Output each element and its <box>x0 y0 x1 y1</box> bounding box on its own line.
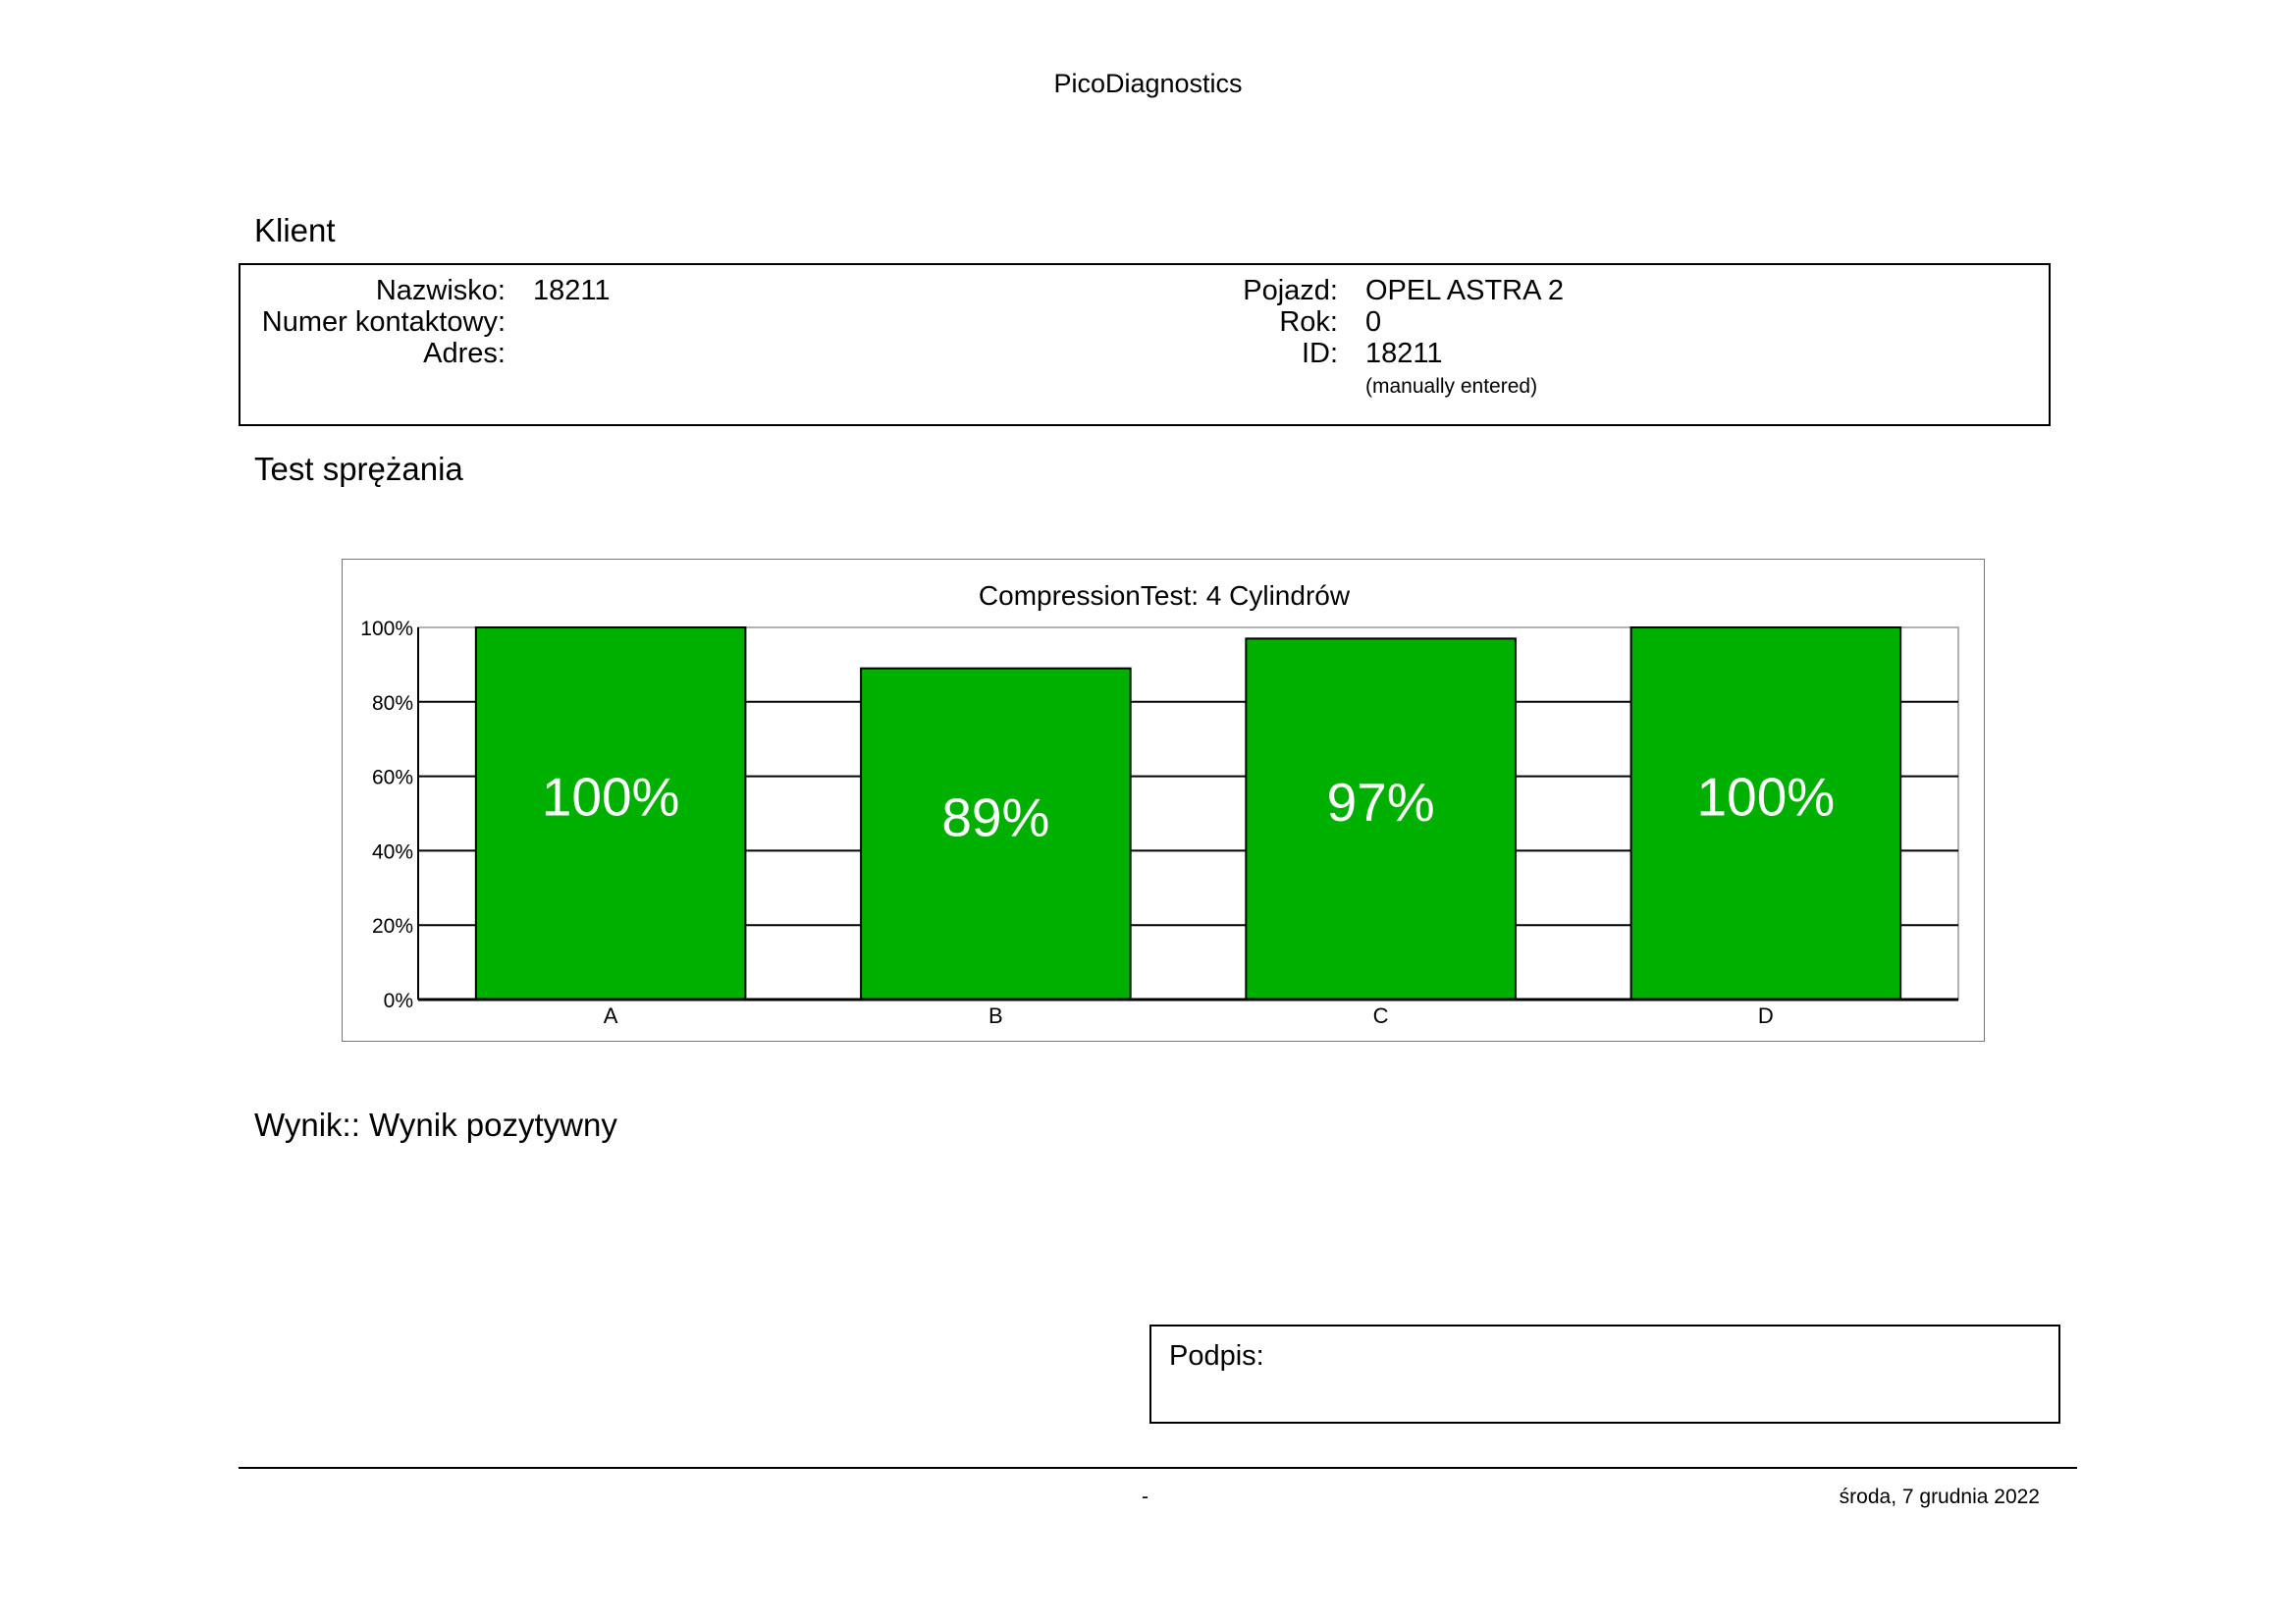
bar-D <box>1629 626 1902 1001</box>
y-tick-label: 0% <box>384 990 413 1012</box>
x-tick-label: C <box>1373 1003 1389 1028</box>
bar-value-label: 97% <box>1327 772 1435 833</box>
signature-label: Podpis: <box>1169 1340 1264 1372</box>
client-section-heading: Klient <box>254 212 336 248</box>
bar-value-label: 100% <box>542 767 680 828</box>
year-value: 0 <box>1365 306 1382 338</box>
footer-divider <box>239 1467 2077 1469</box>
footer-center-text: - <box>1142 1486 1148 1508</box>
client-info-box: Nazwisko: 18211 Numer kontaktowy: Adres:… <box>239 263 2051 426</box>
surname-value: 18211 <box>533 275 611 306</box>
y-tick-label: 80% <box>372 692 413 715</box>
bar-value-label: 89% <box>941 786 1049 847</box>
y-tick-label: 20% <box>372 915 413 938</box>
chart-title: CompressionTest: 4 Cylindrów <box>979 580 1351 611</box>
surname-label: Nazwisko: <box>375 275 506 306</box>
bar-A <box>474 626 747 1001</box>
compression-test-heading: Test sprężania <box>254 451 463 487</box>
address-label: Adres: <box>423 338 506 369</box>
year-label: Rok: <box>1279 306 1338 338</box>
test-result: Wynik:: Wynik pozytywny <box>254 1107 617 1143</box>
signature-box: Podpis: <box>1149 1325 2060 1424</box>
bar-value-label: 100% <box>1697 767 1836 828</box>
vehicle-value: OPEL ASTRA 2 <box>1365 275 1565 306</box>
x-tick-label: A <box>604 1003 618 1028</box>
report-header-title: PicoDiagnostics <box>1053 69 1243 98</box>
compression-chart: CompressionTest: 4 Cylindrów 100% 89% 97% 1… <box>360 580 1959 1028</box>
x-tick-label: D <box>1758 1003 1774 1028</box>
id-value: 18211 <box>1365 338 1443 369</box>
y-tick-label: 60% <box>372 767 413 789</box>
contact-number-label: Numer kontaktowy: <box>261 306 506 338</box>
y-tick-label: 100% <box>360 618 413 640</box>
footer-date: środa, 7 grudnia 2022 <box>1839 1486 2040 1508</box>
id-label: ID: <box>1301 338 1338 369</box>
vehicle-label: Pojazd: <box>1243 275 1338 306</box>
bar-C <box>1245 637 1517 1001</box>
compression-chart-frame: CompressionTest: 4 Cylindrów 100% 89% 97% 1… <box>342 559 1985 1042</box>
x-tick-label: B <box>988 1003 1003 1028</box>
id-manual-note: (manually entered) <box>1365 375 1538 398</box>
y-tick-label: 40% <box>372 840 413 863</box>
